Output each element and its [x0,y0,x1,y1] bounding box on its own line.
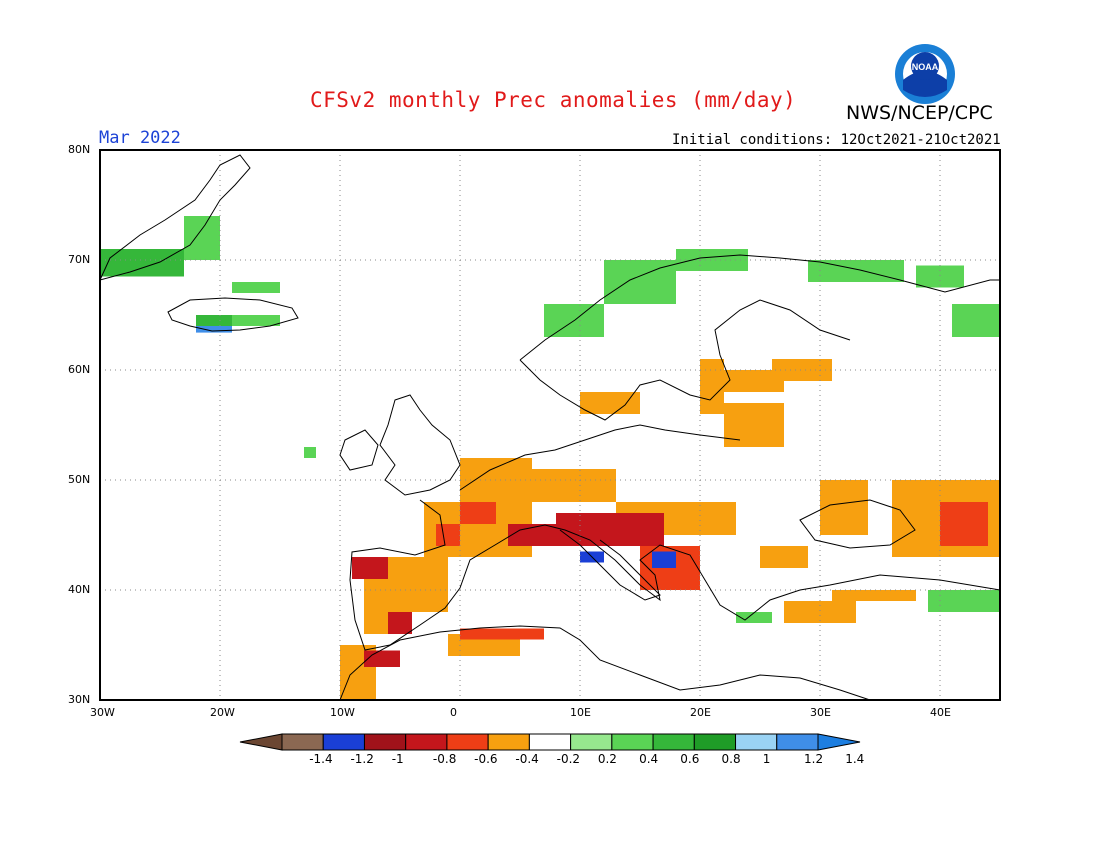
initial-conditions-label: Initial conditions: 12Oct2021-21Oct2021 [672,132,1001,148]
colorbar-tick-label: -1 [391,752,404,766]
anomaly-patch [820,480,868,535]
coastlines [99,154,1001,701]
organization-label: NWS/NCEP/CPC [846,102,993,124]
logo-text: NOAA [912,62,939,72]
anomaly-patch [556,513,664,546]
colorbar-tick-label: 1 [762,752,771,766]
anomaly-patches [100,216,1000,700]
blacksea-coast [799,499,916,549]
chart-title: CFSv2 monthly Prec anomalies (mm/day) [310,88,797,112]
colorbar-tick-label: 1.2 [804,752,824,766]
colorbar-tick-label: -1.4 [309,752,333,766]
anomaly-patch [196,315,232,326]
anomaly-patch [808,260,904,282]
map-frame [99,149,1001,701]
anomaly-patch [772,359,832,381]
anomaly-patch [580,392,640,414]
anomaly-patch [832,590,916,601]
anomaly-patch [232,282,280,293]
anomaly-patch [232,315,280,326]
anomaly-patch [388,612,412,634]
anomaly-patch [184,216,220,260]
anomaly-patch [916,265,964,288]
colorbar-tick-label: 0.4 [639,752,659,766]
africa-coast [339,625,871,701]
latitude-tick-label: 40N [68,583,91,596]
latitude-tick-label: 50N [68,473,91,486]
longitude-tick-label: 20E [690,706,711,719]
anomaly-patch [304,447,316,458]
anomaly-patch [652,551,676,568]
longitude-tick-label: 20W [210,706,235,719]
longitude-tick-label: 40E [930,706,951,719]
colorbar-tick-label: 0.6 [680,752,700,766]
anomaly-patch [196,326,232,333]
map-gridlines [100,150,1000,700]
anomaly-patch [724,403,784,447]
ireland-coast [339,429,379,471]
anomaly-patch [100,249,184,277]
anomaly-patch [364,650,400,667]
colorbar-tick-label: -1.2 [350,752,374,766]
scandinavia-coast [519,254,1000,421]
anomaly-patch [760,546,808,568]
anomaly-patch [352,557,388,579]
britain-coast [379,394,461,496]
italy-coast [559,529,661,601]
anomaly-patch [736,612,772,623]
colorbar-tick-label: -0.4 [515,752,539,766]
anomaly-patch [940,502,988,546]
colorbar-tick-label: 0.2 [597,752,617,766]
anomaly-patch [928,590,1000,612]
iceland-coast [167,297,299,332]
latitude-tick-label: 30N [68,693,91,706]
colorbar-tick-label: -0.6 [474,752,498,766]
anomaly-patch [724,370,784,392]
longitude-tick-label: 30W [90,706,115,719]
longitude-tick-label: 0 [450,706,457,719]
longitude-tick-label: 10W [330,706,355,719]
anomaly-patch [676,249,748,271]
noaa-logo: NOAA [895,44,955,104]
anomaly-patch [460,502,496,524]
greenland-coast [99,154,251,281]
longitude-tick-label: 10E [570,706,591,719]
latitude-tick-label: 80N [68,143,91,156]
anomaly-patch [436,524,460,546]
colorbar-tick-label: -0.8 [432,752,457,766]
colorbar-tick-label: 0.8 [721,752,741,766]
anomaly-patch [700,359,724,414]
latitude-tick-label: 60N [68,363,91,376]
longitude-tick-label: 30E [810,706,831,719]
continent-coast [349,424,1001,651]
colorbar-tick-label: -0.2 [556,752,581,766]
anomaly-patch [532,469,616,502]
anomaly-patch [784,601,856,623]
month-label: Mar 2022 [99,128,181,148]
colorbar-tick-label: 1.4 [845,752,865,766]
latitude-tick-label: 70N [68,253,91,266]
anomaly-patch [952,304,1000,337]
anomaly-patch [460,628,544,640]
